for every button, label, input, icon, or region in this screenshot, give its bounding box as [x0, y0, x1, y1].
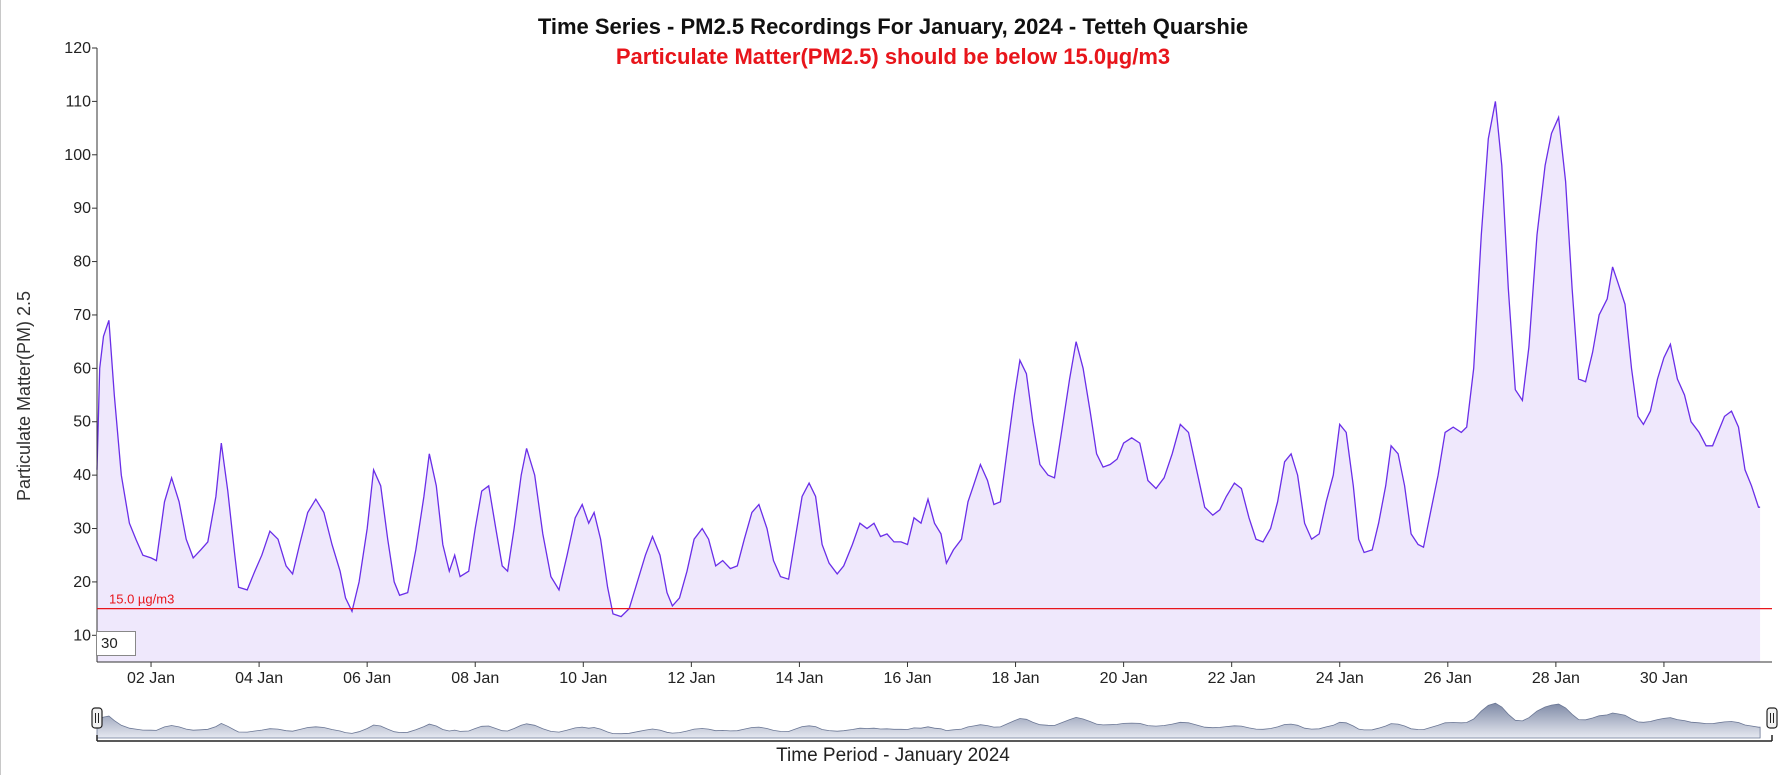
- x-tick-label: 06 Jan: [343, 670, 391, 687]
- x-tick-label: 10 Jan: [559, 670, 607, 687]
- x-tick-label: 26 Jan: [1424, 670, 1472, 687]
- x-tick-label: 24 Jan: [1316, 670, 1364, 687]
- x-tick-label: 18 Jan: [992, 670, 1040, 687]
- y-axis-label: Particulate Matter(PM) 2.5: [14, 291, 34, 501]
- y-tick-label: 20: [73, 574, 91, 591]
- x-tick-label: 22 Jan: [1208, 670, 1256, 687]
- series-area: [97, 101, 1761, 662]
- brush-overview-area: [96, 702, 1761, 739]
- x-tick-label: 08 Jan: [451, 670, 499, 687]
- threshold-group: 15.0 µg/m3: [97, 592, 1772, 610]
- x-tick-label: 04 Jan: [235, 670, 283, 687]
- x-tick-label: 12 Jan: [667, 670, 715, 687]
- y-tick-label: 70: [73, 307, 91, 324]
- y-tick-label: 50: [73, 414, 91, 431]
- time-range-brush[interactable]: [91, 702, 1778, 742]
- x-axis-label: Time Period - January 2024: [776, 745, 1010, 766]
- y-tick-label: 10: [73, 627, 91, 644]
- brush-right-handle[interactable]: [1766, 707, 1778, 729]
- plot-area: [96, 101, 1761, 662]
- y-tick-label: 60: [73, 360, 91, 377]
- y-tick-label: 40: [73, 467, 91, 484]
- x-tick-label: 02 Jan: [127, 670, 175, 687]
- y-tick-label: 30: [73, 521, 91, 538]
- x-tick-label: 28 Jan: [1532, 670, 1580, 687]
- y-tick-label: 90: [73, 200, 91, 217]
- y-tick-label: 80: [73, 254, 91, 271]
- chart-subtitle: Particulate Matter(PM2.5) should be belo…: [616, 44, 1170, 69]
- y-tick-label: 110: [65, 93, 91, 110]
- left-border: [0, 0, 1, 775]
- x-tick-label: 20 Jan: [1100, 670, 1148, 687]
- x-tick-label: 16 Jan: [883, 670, 931, 687]
- series-line: [96, 101, 1761, 618]
- y-tick-label: 100: [64, 147, 91, 164]
- y-tick-label: 120: [64, 40, 91, 57]
- x-tick-label: 14 Jan: [775, 670, 823, 687]
- y-axis-ticks: 10 20 30 40 50 60 70 80 90 100 110 120: [64, 40, 97, 644]
- rolling-period-input[interactable]: 30: [96, 631, 136, 656]
- brush-left-handle[interactable]: [91, 707, 103, 729]
- x-tick-label: 30 Jan: [1640, 670, 1688, 687]
- chart-title: Time Series - PM2.5 Recordings For Janua…: [538, 14, 1248, 39]
- x-axis-ticks: 02 Jan 04 Jan 06 Jan 08 Jan 10 Jan 12 Jan 14 J…: [127, 662, 1688, 687]
- threshold-label: 15.0 µg/m3: [109, 592, 174, 607]
